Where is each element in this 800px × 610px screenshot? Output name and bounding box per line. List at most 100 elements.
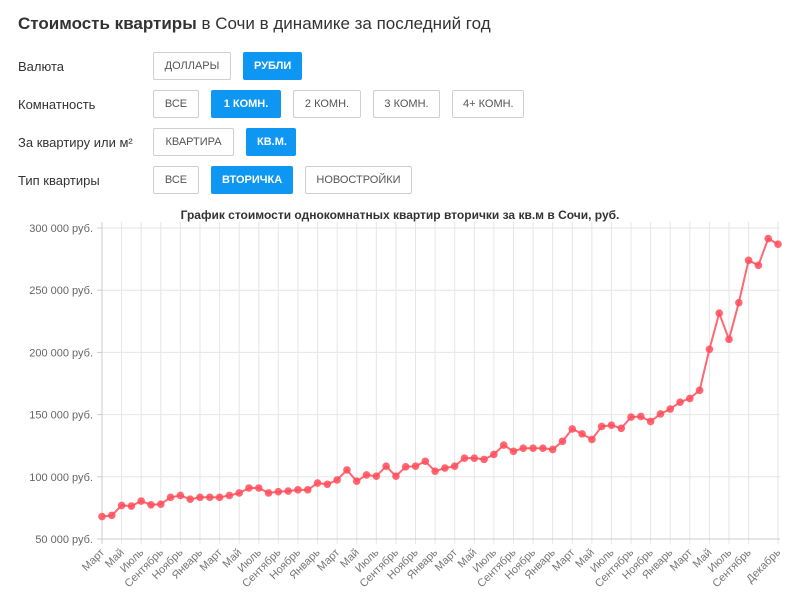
data-point bbox=[637, 412, 645, 421]
data-point bbox=[176, 491, 185, 500]
y-tick-label: 150 000 руб. bbox=[29, 410, 93, 422]
data-point bbox=[764, 234, 773, 243]
x-tick-label: Март bbox=[198, 547, 225, 574]
data-point bbox=[617, 424, 626, 433]
data-point bbox=[127, 502, 136, 510]
data-point bbox=[274, 487, 283, 496]
data-point bbox=[333, 476, 341, 484]
rooms-3-button[interactable]: 3 КОМН. bbox=[373, 90, 440, 118]
data-point bbox=[254, 484, 263, 492]
data-point bbox=[441, 464, 449, 472]
filter-label: Валюта bbox=[18, 58, 64, 74]
rooms-1-button[interactable]: 1 КОМН. bbox=[211, 90, 281, 118]
data-point bbox=[490, 450, 498, 459]
filter-type: Тип квартиры ВСЕ ВТОРИЧКА НОВОСТРОЙКИ bbox=[18, 166, 424, 194]
data-point bbox=[509, 447, 518, 456]
data-point bbox=[166, 493, 175, 502]
type-all-button[interactable]: ВСЕ bbox=[153, 166, 199, 194]
filter-unit: За квартиру или м² КВАРТИРА КВ.М. bbox=[18, 128, 308, 156]
line-chart: 50 000 руб. 100 000 руб. 150 000 руб. 200 0… bbox=[29, 222, 783, 590]
type-secondary-button[interactable]: ВТОРИЧКА bbox=[211, 166, 293, 194]
filter-label: Комнатность bbox=[18, 96, 96, 112]
data-point bbox=[186, 495, 194, 503]
data-point bbox=[539, 444, 547, 452]
data-point bbox=[156, 500, 165, 508]
data-point bbox=[294, 486, 302, 494]
type-newbuild-button[interactable]: НОВОСТРОЙКИ bbox=[305, 166, 412, 194]
data-point bbox=[264, 489, 273, 497]
filter-rooms: Комнатность ВСЕ 1 КОМН. 2 КОМН. 3 КОМН. … bbox=[18, 90, 536, 118]
data-point bbox=[382, 462, 390, 471]
currency-dollars-button[interactable]: ДОЛЛАРЫ bbox=[153, 52, 231, 80]
filter-label: За квартиру или м² bbox=[18, 134, 133, 150]
data-point bbox=[313, 479, 322, 487]
price-line bbox=[101, 237, 779, 518]
data-point bbox=[705, 345, 714, 354]
rooms-4plus-button[interactable]: 4+ КОМН. bbox=[452, 90, 524, 118]
data-point bbox=[656, 410, 665, 418]
data-point bbox=[568, 425, 577, 433]
data-point bbox=[450, 462, 459, 471]
data-point bbox=[401, 463, 410, 471]
data-point bbox=[529, 444, 537, 452]
data-point bbox=[421, 457, 430, 466]
data-point bbox=[137, 497, 145, 505]
y-tick-label: 50 000 руб. bbox=[35, 534, 93, 546]
data-point bbox=[323, 480, 332, 489]
data-point bbox=[431, 467, 439, 476]
unit-sqm-button[interactable]: КВ.М. bbox=[246, 128, 296, 156]
data-point bbox=[725, 335, 733, 344]
y-tick-label: 250 000 руб. bbox=[29, 285, 93, 297]
x-tick-label: Март bbox=[668, 547, 695, 574]
data-point bbox=[735, 298, 743, 307]
data-point bbox=[744, 256, 753, 265]
data-point bbox=[147, 500, 155, 509]
data-point bbox=[235, 489, 243, 497]
data-point bbox=[392, 472, 400, 480]
data-point bbox=[774, 240, 782, 248]
data-point bbox=[215, 493, 224, 502]
filter-label: Тип квартиры bbox=[18, 172, 100, 188]
rooms-all-button[interactable]: ВСЕ bbox=[153, 90, 199, 118]
y-tick-label: 100 000 руб. bbox=[29, 472, 93, 484]
x-tick-label: Март bbox=[433, 547, 460, 574]
y-tick-label: 200 000 руб. bbox=[29, 347, 93, 359]
data-point bbox=[362, 471, 371, 479]
data-point bbox=[548, 445, 557, 454]
data-point bbox=[480, 455, 488, 464]
data-point bbox=[196, 493, 204, 502]
x-tick-label: Март bbox=[550, 547, 577, 574]
data-point bbox=[303, 486, 312, 494]
page-title: Стоимость квартиры в Сочи в динамике за … bbox=[18, 14, 491, 34]
data-point bbox=[98, 512, 106, 521]
data-point bbox=[607, 421, 616, 429]
data-point bbox=[470, 454, 479, 462]
data-point bbox=[107, 511, 116, 520]
x-tick-label: Март bbox=[80, 547, 107, 574]
data-point bbox=[117, 501, 126, 510]
filter-currency: Валюта ДОЛЛАРЫ РУБЛИ bbox=[18, 52, 314, 80]
page-title-bold: Стоимость квартиры bbox=[18, 14, 197, 33]
data-point bbox=[558, 437, 567, 446]
data-point bbox=[205, 493, 214, 502]
data-point bbox=[646, 417, 655, 426]
data-point bbox=[343, 466, 351, 474]
price-chart: График стоимости однокомнатных квартир в… bbox=[0, 200, 800, 610]
data-point bbox=[686, 394, 694, 403]
rooms-2-button[interactable]: 2 КОМН. bbox=[293, 90, 361, 118]
currency-rubles-button[interactable]: РУБЛИ bbox=[243, 52, 302, 80]
data-point bbox=[225, 491, 234, 500]
data-point bbox=[519, 444, 528, 452]
data-point bbox=[597, 422, 606, 431]
x-tick-label: Март bbox=[315, 547, 342, 574]
unit-apartment-button[interactable]: КВАРТИРА bbox=[153, 128, 234, 156]
data-point bbox=[715, 309, 724, 318]
y-tick-label: 300 000 руб. bbox=[29, 223, 93, 235]
data-point bbox=[411, 462, 420, 471]
data-point bbox=[754, 261, 763, 270]
data-point bbox=[284, 487, 292, 495]
data-point bbox=[578, 430, 586, 438]
chart-title: График стоимости однокомнатных квартир в… bbox=[180, 208, 620, 222]
data-point bbox=[499, 441, 508, 449]
data-point bbox=[695, 386, 704, 395]
